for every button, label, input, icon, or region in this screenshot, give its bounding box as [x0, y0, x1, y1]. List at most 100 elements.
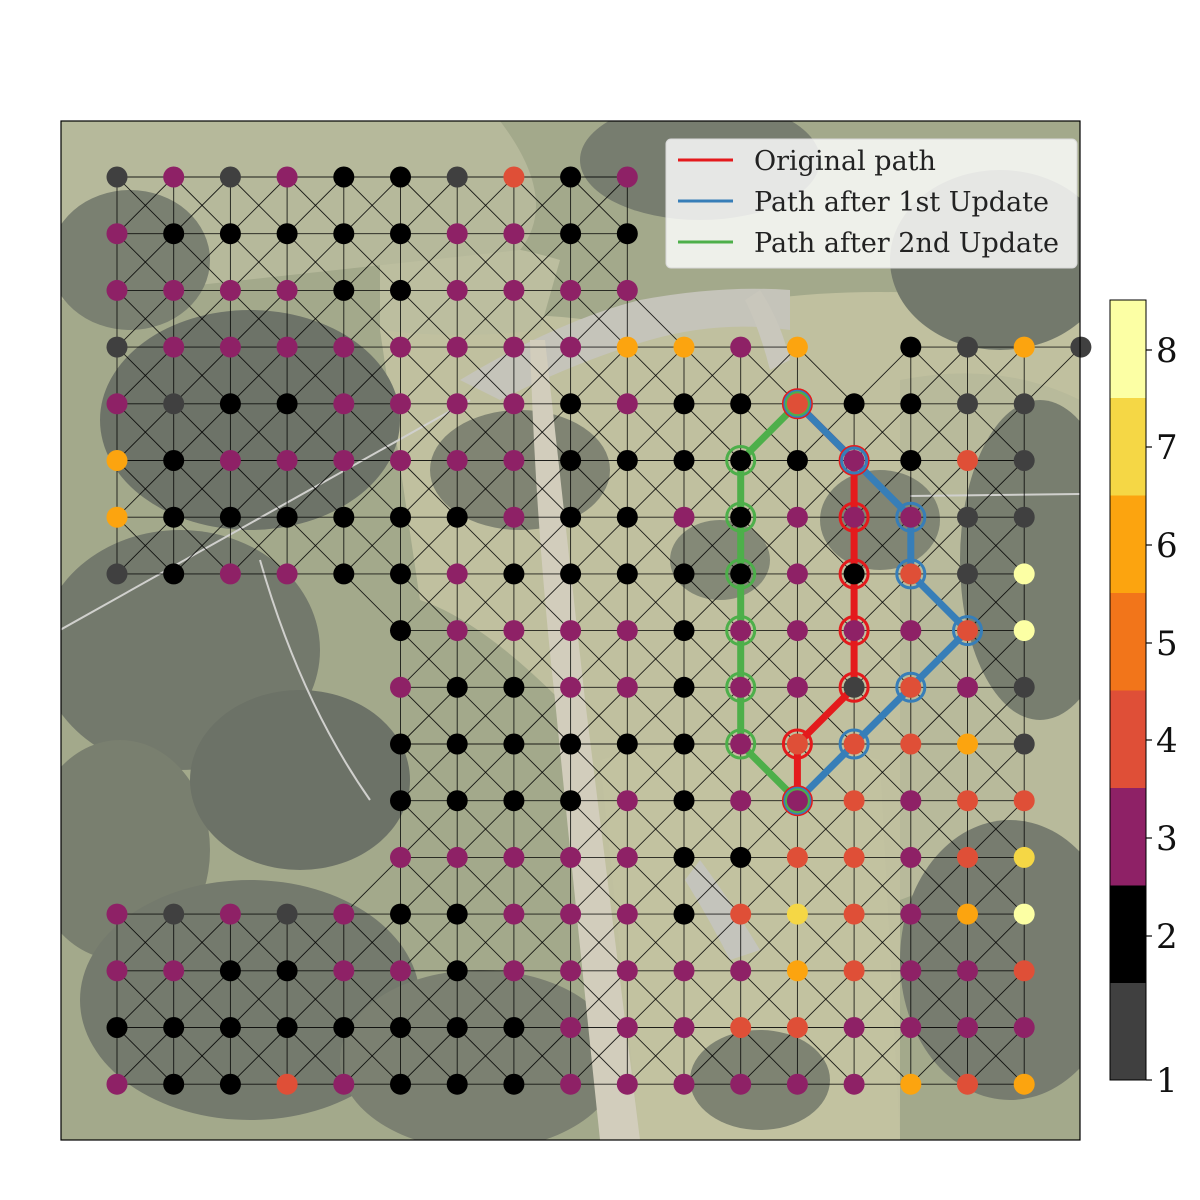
grid-node — [446, 1017, 468, 1038]
colorbar-band — [1110, 982, 1146, 1081]
grid-node — [446, 166, 468, 188]
grid-node — [730, 563, 752, 585]
grid-node — [1013, 903, 1035, 925]
grid-node — [503, 279, 525, 301]
grid-node — [957, 620, 978, 642]
grid-node — [446, 336, 468, 358]
grid-node — [560, 1073, 582, 1095]
grid-node — [276, 336, 298, 358]
path-node-ring — [781, 728, 813, 760]
path-node-ring — [725, 671, 757, 703]
grid-edge — [286, 516, 345, 575]
grid-node — [390, 1073, 411, 1095]
grid-edge — [116, 233, 175, 291]
grid-edge — [173, 233, 231, 291]
grid-edge — [683, 800, 742, 858]
grid-edge — [400, 346, 458, 405]
grid-node — [560, 676, 582, 698]
grid-edge — [400, 686, 458, 745]
grid-edge — [286, 176, 345, 235]
grid-edge — [343, 516, 401, 575]
grid-node — [560, 166, 582, 188]
grid-node — [390, 846, 411, 868]
grid-node — [616, 336, 638, 358]
grid-node — [276, 279, 298, 301]
grid-edge — [626, 857, 685, 915]
grid-node — [673, 1073, 695, 1095]
grid-edge — [910, 1027, 968, 1085]
grid-node — [843, 846, 865, 868]
colorbar-band — [1110, 592, 1146, 691]
grid-node — [616, 1073, 638, 1095]
grid-node — [390, 223, 411, 245]
grid-edge — [230, 233, 288, 291]
grid-node — [219, 960, 241, 982]
grid-node — [503, 506, 525, 528]
grid-node — [957, 1017, 978, 1038]
grid-node — [333, 336, 355, 358]
grid-node — [560, 336, 582, 358]
grid-node — [730, 903, 752, 925]
grid-edge — [400, 913, 458, 972]
grid-edge — [910, 686, 968, 745]
grid-edge — [910, 346, 968, 405]
grid-edge — [400, 403, 458, 461]
grid-node — [333, 450, 355, 471]
grid-node — [276, 1073, 298, 1095]
grid-node — [560, 450, 582, 471]
grid-edge — [286, 346, 345, 405]
grid-node — [843, 790, 865, 812]
grid-node — [786, 676, 808, 698]
grid-edge — [230, 1027, 288, 1085]
grid-edge — [343, 913, 401, 972]
grid-node — [163, 450, 185, 471]
grid-node — [163, 223, 185, 245]
grid-node — [843, 1073, 865, 1095]
grid-edge — [626, 1027, 685, 1085]
colorbar-tick-label: 8 — [1156, 331, 1178, 371]
grid-edge — [740, 346, 798, 405]
grid-edge — [967, 970, 1025, 1028]
grid-edge — [626, 290, 685, 348]
grid-node — [957, 393, 978, 415]
grid-edge — [513, 686, 571, 745]
grid-node — [616, 620, 638, 642]
grid-node — [219, 506, 241, 528]
grid-edge — [683, 403, 742, 461]
grid-node — [1013, 563, 1035, 585]
grid-node — [390, 903, 411, 925]
grid-edge — [116, 176, 175, 235]
grid-node — [900, 960, 922, 982]
path-node-ring — [952, 615, 983, 647]
grid-node — [276, 506, 298, 528]
grid-node — [106, 960, 128, 982]
grid-edge — [400, 1027, 458, 1085]
grid-edge — [230, 460, 288, 518]
grid-node — [446, 903, 468, 925]
grid-edge — [513, 573, 571, 631]
grid-node — [786, 733, 808, 755]
grid-edge — [853, 970, 912, 1028]
grid-node — [730, 846, 752, 868]
grid-edge — [853, 346, 912, 405]
grid-node — [900, 1073, 922, 1095]
colorbar-tick-label: 6 — [1156, 526, 1178, 566]
grid-node — [276, 393, 298, 415]
grid-node — [673, 563, 695, 585]
grid-node — [957, 846, 978, 868]
grid-edge — [286, 403, 345, 461]
grid-edge — [626, 460, 685, 518]
grid-node — [333, 563, 355, 585]
grid-node — [503, 1073, 525, 1095]
grid-node — [560, 960, 582, 982]
grid-edge — [456, 346, 515, 405]
grid-edge — [683, 857, 742, 915]
grid-edge — [456, 630, 515, 688]
grid-edge — [740, 1027, 798, 1085]
grid-edge — [967, 913, 1025, 972]
grid-node — [957, 1073, 978, 1095]
grid-node — [390, 393, 411, 415]
grid-node — [1013, 676, 1035, 698]
grid-node — [163, 960, 185, 982]
grid-edge — [967, 800, 1025, 858]
